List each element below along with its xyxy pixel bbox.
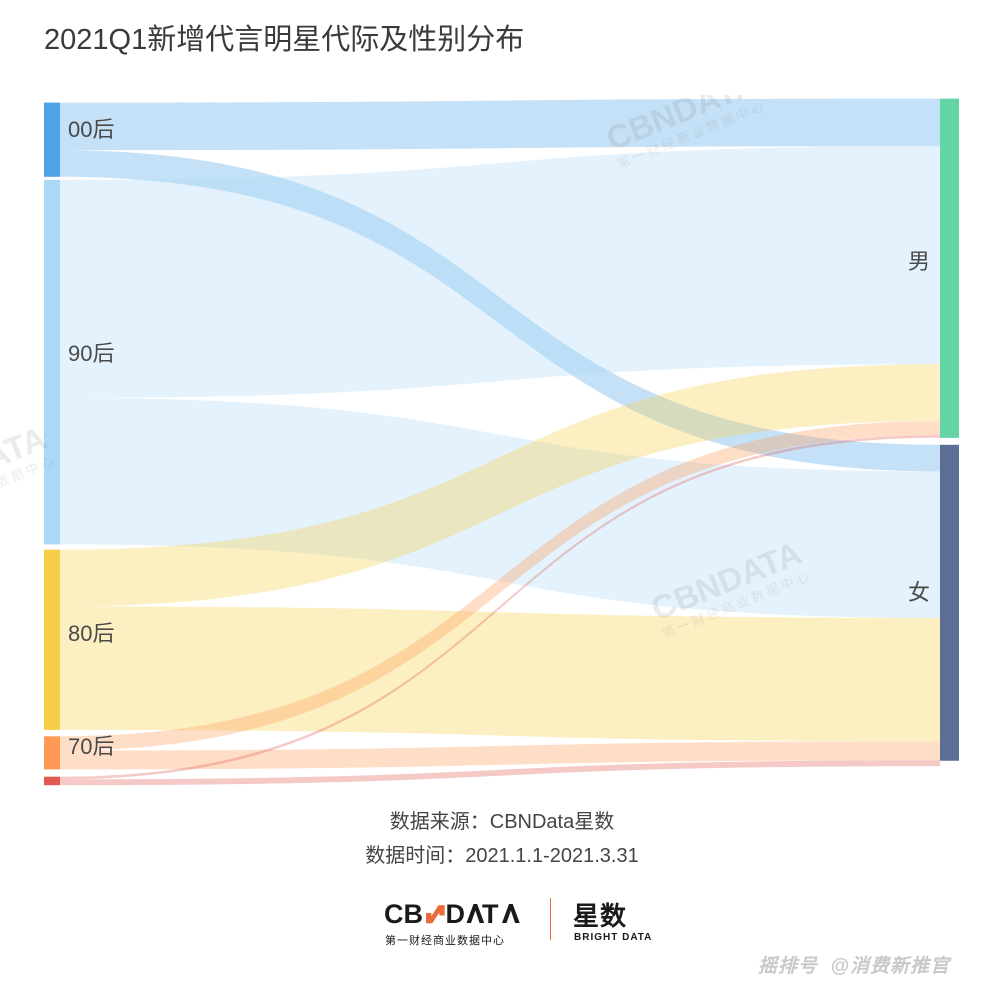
svg-text:D: D bbox=[446, 899, 466, 929]
svg-text:B: B bbox=[404, 899, 424, 929]
svg-text:T: T bbox=[482, 899, 499, 929]
svg-text:C: C bbox=[384, 899, 404, 929]
